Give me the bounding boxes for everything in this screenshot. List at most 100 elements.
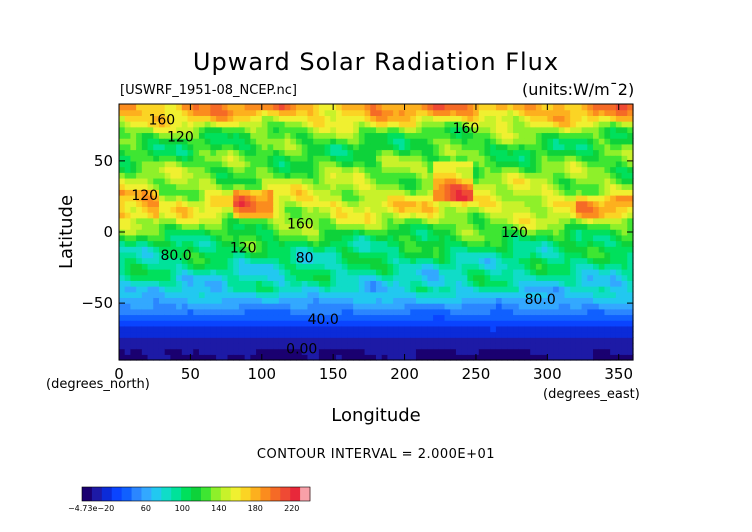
heatmap-cell xyxy=(575,286,583,293)
heatmap-cell xyxy=(318,195,326,202)
heatmap-cell xyxy=(575,297,583,304)
heatmap-cell xyxy=(318,348,326,355)
heatmap-cell xyxy=(484,223,491,230)
heatmap-cell xyxy=(535,200,543,207)
heatmap-cell xyxy=(153,104,160,111)
heatmap-cell xyxy=(478,320,486,327)
heatmap-cell xyxy=(296,325,303,333)
heatmap-cell xyxy=(370,212,377,219)
heatmap-cell xyxy=(501,331,508,338)
heatmap-cell xyxy=(404,183,411,190)
heatmap-cell xyxy=(581,251,588,259)
heatmap-cell xyxy=(427,206,434,213)
heatmap-cell xyxy=(153,274,160,281)
heatmap-cell xyxy=(227,274,234,281)
heatmap-cell xyxy=(484,308,491,316)
heatmap-cell xyxy=(221,331,229,338)
heatmap-cell xyxy=(147,217,154,225)
heatmap-cell xyxy=(467,149,474,156)
heatmap-cell xyxy=(364,291,371,299)
heatmap-cell xyxy=(415,303,423,310)
x-tick-label: 350 xyxy=(604,365,633,383)
heatmap-cell xyxy=(438,297,446,304)
heatmap-cell xyxy=(187,183,194,190)
heatmap-cell xyxy=(193,155,200,162)
heatmap-cell xyxy=(170,212,177,219)
heatmap-cell xyxy=(267,195,274,202)
heatmap-cell xyxy=(547,268,554,276)
heatmap-cell xyxy=(147,223,154,230)
heatmap-cell xyxy=(455,280,463,287)
heatmap-cell xyxy=(518,177,526,185)
heatmap-cell xyxy=(541,320,548,327)
heatmap-cell xyxy=(587,143,594,151)
heatmap-cell xyxy=(478,212,486,219)
heatmap-cell xyxy=(170,263,177,270)
heatmap-cell xyxy=(364,257,371,264)
heatmap-cell xyxy=(353,132,360,139)
heatmap-cell xyxy=(433,280,440,287)
heatmap-cell xyxy=(507,217,514,225)
heatmap-cell xyxy=(176,189,183,196)
heatmap-cell xyxy=(490,223,497,230)
heatmap-cell xyxy=(593,274,600,281)
heatmap-cell xyxy=(398,183,406,190)
heatmap-cell xyxy=(216,274,223,281)
heatmap-cell xyxy=(141,280,149,287)
heatmap-cell xyxy=(415,286,423,293)
heatmap-cell xyxy=(307,109,314,116)
heatmap-cell xyxy=(181,177,189,185)
heatmap-cell xyxy=(461,263,468,270)
heatmap-cell xyxy=(147,104,154,111)
heatmap-cell xyxy=(404,280,411,287)
heatmap-cell xyxy=(461,183,468,190)
heatmap-cell xyxy=(330,251,337,259)
heatmap-cell xyxy=(284,274,291,281)
heatmap-cell xyxy=(353,166,360,173)
heatmap-cell xyxy=(170,195,177,202)
heatmap-cell xyxy=(398,115,406,122)
heatmap-cell xyxy=(204,308,211,316)
heatmap-cell xyxy=(610,280,617,287)
heatmap-cell xyxy=(250,274,257,281)
heatmap-cell xyxy=(198,331,206,338)
heatmap-cell xyxy=(153,286,160,293)
heatmap-cell xyxy=(216,246,223,253)
heatmap-cell xyxy=(119,104,126,111)
heatmap-cell xyxy=(176,257,183,264)
heatmap-cell xyxy=(381,155,389,162)
heatmap-cell xyxy=(604,354,611,361)
heatmap-cell xyxy=(221,206,229,213)
heatmap-cell xyxy=(347,348,354,355)
heatmap-cell xyxy=(421,160,428,168)
heatmap-cell xyxy=(513,189,520,196)
heatmap-cell xyxy=(524,155,531,162)
heatmap-cell xyxy=(227,160,234,168)
heatmap-cell xyxy=(353,206,360,213)
heatmap-cell xyxy=(278,126,286,134)
heatmap-cell xyxy=(256,286,263,293)
heatmap-cell xyxy=(455,331,463,338)
heatmap-cell xyxy=(130,348,137,355)
heatmap-cell xyxy=(427,274,434,281)
heatmap-cell xyxy=(410,183,417,190)
heatmap-cell xyxy=(119,143,126,151)
heatmap-cell xyxy=(296,257,303,264)
heatmap-cell xyxy=(296,314,303,321)
heatmap-cell xyxy=(570,217,577,225)
heatmap-cell xyxy=(381,177,389,185)
heatmap-cell xyxy=(387,274,394,281)
heatmap-cell xyxy=(278,280,286,287)
heatmap-cell xyxy=(278,320,286,327)
heatmap-cell xyxy=(216,320,223,327)
heatmap-cell xyxy=(507,143,514,151)
heatmap-cell xyxy=(341,342,349,350)
heatmap-cell xyxy=(598,280,606,287)
heatmap-cell xyxy=(615,121,623,128)
heatmap-cell xyxy=(455,257,463,264)
heatmap-cell xyxy=(547,354,554,361)
heatmap-cell xyxy=(524,303,531,310)
heatmap-cell xyxy=(176,337,183,344)
heatmap-cell xyxy=(221,246,229,253)
heatmap-cell xyxy=(501,212,508,219)
